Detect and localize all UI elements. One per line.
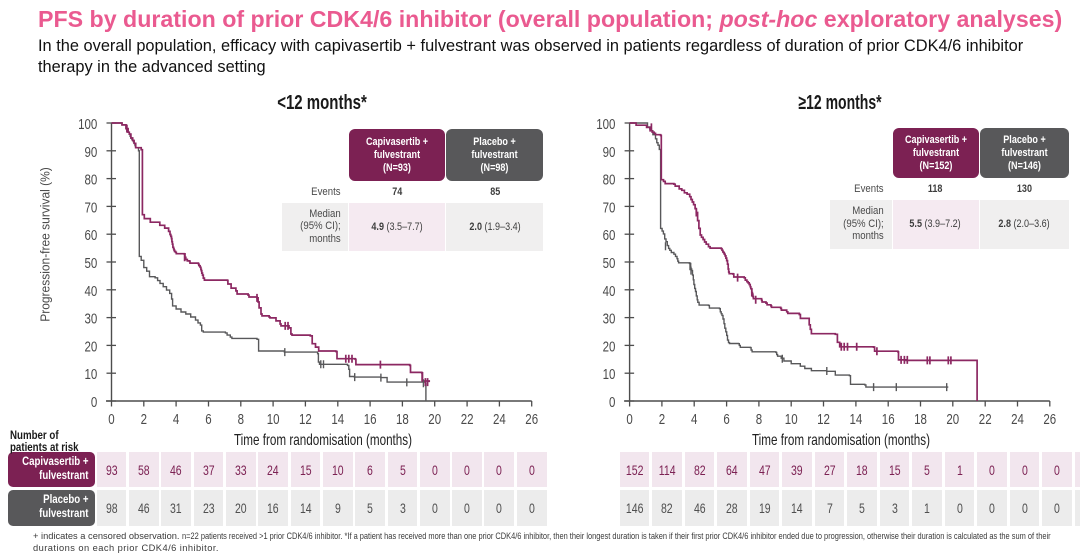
- svg-text:90: 90: [603, 144, 616, 161]
- svg-text:6: 6: [723, 411, 729, 428]
- svg-text:6: 6: [205, 411, 211, 428]
- svg-text:0: 0: [626, 411, 632, 428]
- svg-text:80: 80: [603, 172, 616, 189]
- svg-text:4: 4: [173, 411, 179, 428]
- svg-text:18: 18: [914, 411, 927, 428]
- svg-text:90: 90: [85, 144, 98, 161]
- svg-text:0: 0: [91, 394, 97, 411]
- svg-text:16: 16: [882, 411, 895, 428]
- svg-text:70: 70: [603, 199, 616, 216]
- svg-text:60: 60: [85, 227, 98, 244]
- svg-text:14: 14: [331, 411, 344, 428]
- svg-text:24: 24: [1011, 411, 1024, 428]
- svg-text:26: 26: [525, 411, 538, 428]
- svg-text:80: 80: [85, 172, 98, 189]
- svg-text:Progression-free survival (%): Progression-free survival (%): [38, 167, 53, 322]
- svg-text:0: 0: [108, 411, 114, 428]
- svg-text:40: 40: [603, 283, 616, 300]
- svg-text:10: 10: [267, 411, 280, 428]
- svg-text:30: 30: [85, 311, 98, 328]
- svg-text:18: 18: [396, 411, 409, 428]
- svg-text:20: 20: [603, 338, 616, 355]
- svg-text:10: 10: [603, 366, 616, 383]
- svg-text:2: 2: [141, 411, 147, 428]
- svg-text:20: 20: [85, 338, 98, 355]
- svg-text:30: 30: [603, 311, 616, 328]
- svg-text:12: 12: [299, 411, 312, 428]
- svg-text:0: 0: [609, 394, 615, 411]
- svg-text:24: 24: [493, 411, 506, 428]
- svg-text:40: 40: [85, 283, 98, 300]
- svg-text:8: 8: [238, 411, 244, 428]
- svg-text:100: 100: [596, 116, 615, 133]
- svg-text:20: 20: [428, 411, 441, 428]
- svg-text:50: 50: [85, 255, 98, 272]
- svg-text:26: 26: [1043, 411, 1056, 428]
- svg-text:14: 14: [850, 411, 863, 428]
- svg-text:50: 50: [603, 255, 616, 272]
- svg-text:16: 16: [364, 411, 377, 428]
- svg-text:60: 60: [603, 227, 616, 244]
- svg-text:12: 12: [817, 411, 830, 428]
- svg-text:22: 22: [461, 411, 474, 428]
- svg-text:2: 2: [659, 411, 665, 428]
- svg-text:20: 20: [946, 411, 959, 428]
- svg-text:10: 10: [785, 411, 798, 428]
- svg-text:70: 70: [85, 199, 98, 216]
- svg-text:4: 4: [691, 411, 697, 428]
- svg-text:10: 10: [85, 366, 98, 383]
- svg-text:8: 8: [756, 411, 762, 428]
- svg-text:100: 100: [78, 116, 97, 133]
- svg-text:22: 22: [979, 411, 992, 428]
